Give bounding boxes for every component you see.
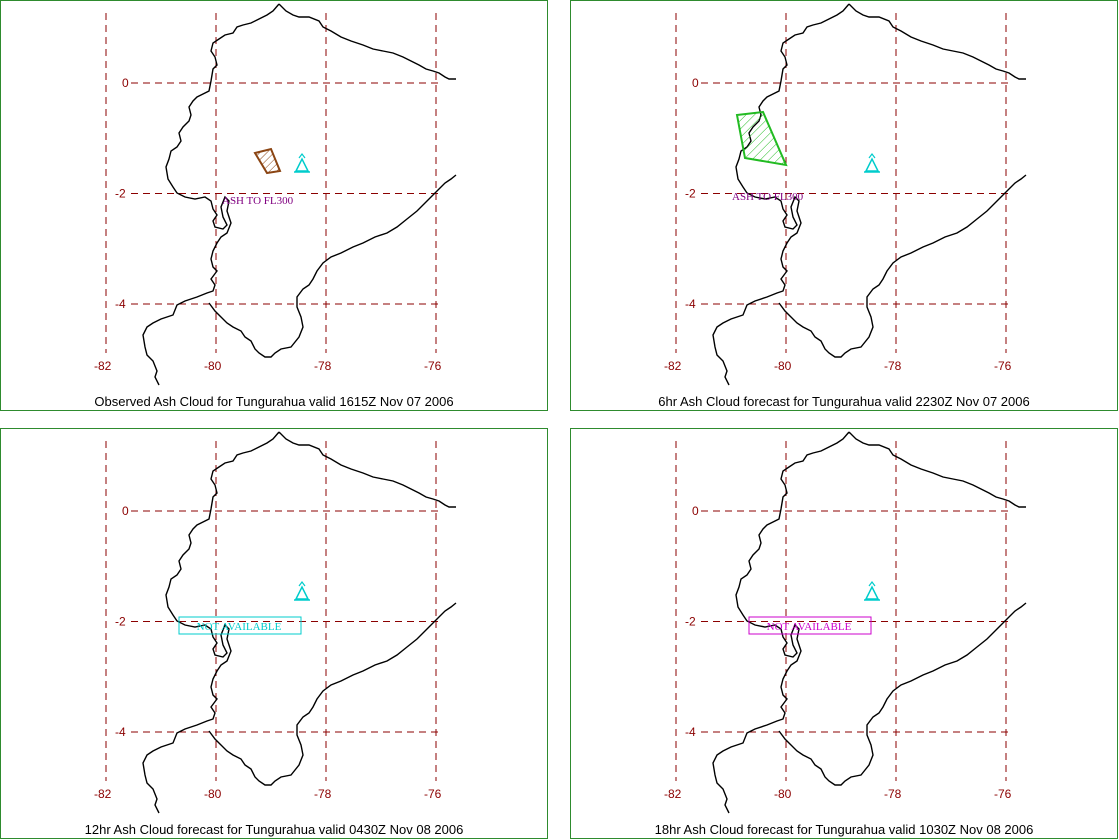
ash-cloud-shape xyxy=(253,147,282,175)
border-path xyxy=(778,174,1027,358)
axis-tick-labels: -82 -80 -78 -76 0 -2 -4 xyxy=(664,504,1012,801)
x-tick-label: -82 xyxy=(94,787,112,801)
not-available-label: NOT AVAILABLE xyxy=(178,616,302,635)
x-tick-label: -80 xyxy=(204,787,222,801)
svg-text:NOT AVAILABLE: NOT AVAILABLE xyxy=(197,621,282,633)
lat-lon-grid xyxy=(675,441,1011,781)
lat-lon-grid xyxy=(675,13,1011,353)
x-tick-label: -76 xyxy=(424,787,442,801)
axis-tick-labels: -82 -80 -78 -76 0 -2 -4 xyxy=(664,76,1012,373)
ash-cloud-shape xyxy=(735,110,788,167)
map-canvas: -82 -80 -78 -76 0 -2 -4 NOT AVAILABLE xyxy=(94,431,457,814)
border-path xyxy=(208,174,457,358)
y-tick-label: -2 xyxy=(115,615,126,629)
y-tick-label: -4 xyxy=(685,725,696,739)
x-tick-label: -82 xyxy=(664,359,682,373)
ash-annotation: ASH TO FL300 xyxy=(732,191,804,203)
x-tick-label: -78 xyxy=(884,359,902,373)
ash-cloud-polygon xyxy=(253,147,282,175)
axis-tick-labels: -82 -80 -78 -76 0 -2 -4 xyxy=(94,76,442,373)
lat-lon-grid xyxy=(105,13,441,353)
coastline-path xyxy=(142,431,456,814)
map-panel-observed: -82 -80 -78 -76 0 -2 -4 ASH TO FL300 Observed … xyxy=(0,0,548,411)
y-tick-label: -4 xyxy=(115,297,126,311)
x-tick-label: -78 xyxy=(314,359,332,373)
svg-text:ASH TO FL300: ASH TO FL300 xyxy=(222,195,294,207)
y-tick-label: 0 xyxy=(122,504,129,518)
x-tick-label: -82 xyxy=(94,359,112,373)
ash-cloud-polygon xyxy=(735,110,788,167)
map-canvas: -82 -80 -78 -76 0 -2 -4 ASH TO FL300 xyxy=(664,3,1027,386)
x-tick-label: -82 xyxy=(664,787,682,801)
panel-title: 6hr Ash Cloud forecast for Tungurahua va… xyxy=(658,394,1030,409)
x-tick-label: -80 xyxy=(774,787,792,801)
volcano-icon xyxy=(294,581,310,601)
axis-tick-labels: -82 -80 -78 -76 0 -2 -4 xyxy=(94,504,442,801)
x-tick-label: -78 xyxy=(884,787,902,801)
y-tick-label: 0 xyxy=(692,76,699,90)
map-panel-12hr: -82 -80 -78 -76 0 -2 -4 NOT AVAILABLE 12hr Ash… xyxy=(0,428,548,839)
y-tick-label: 0 xyxy=(122,76,129,90)
y-tick-label: -2 xyxy=(685,615,696,629)
coastline xyxy=(142,3,457,386)
svg-text:NOT AVAILABLE: NOT AVAILABLE xyxy=(767,621,852,633)
coastline-path xyxy=(712,431,1026,814)
x-tick-label: -80 xyxy=(204,359,222,373)
lat-lon-grid xyxy=(105,441,441,781)
x-tick-label: -78 xyxy=(314,787,332,801)
volcano-icon xyxy=(294,153,310,173)
panel-title: Observed Ash Cloud for Tungurahua valid … xyxy=(94,394,454,409)
y-tick-label: 0 xyxy=(692,504,699,518)
x-tick-label: -80 xyxy=(774,359,792,373)
volcano-icon xyxy=(864,581,880,601)
border-path xyxy=(208,602,457,786)
x-tick-label: -76 xyxy=(994,359,1012,373)
coastline xyxy=(712,3,1027,386)
coastline xyxy=(712,431,1027,814)
map-panel-6hr: -82 -80 -78 -76 0 -2 -4 ASH TO FL300 6hr Ash C… xyxy=(570,0,1118,411)
coastline xyxy=(142,431,457,814)
ash-annotation: ASH TO FL300 xyxy=(222,195,294,207)
not-available-label: NOT AVAILABLE xyxy=(748,616,872,635)
y-tick-label: -2 xyxy=(115,187,126,201)
coastline-path xyxy=(712,3,1026,386)
map-canvas: -82 -80 -78 -76 0 -2 -4 ASH TO FL300 xyxy=(94,3,457,386)
y-tick-label: -4 xyxy=(115,725,126,739)
border-path xyxy=(778,602,1027,786)
panel-title: 18hr Ash Cloud forecast for Tungurahua v… xyxy=(654,822,1034,837)
y-tick-label: -2 xyxy=(685,187,696,201)
svg-text:ASH TO FL300: ASH TO FL300 xyxy=(732,191,804,203)
map-canvas: -82 -80 -78 -76 0 -2 -4 NOT AVAILABLE xyxy=(664,431,1027,814)
volcano-icon xyxy=(864,153,880,173)
y-tick-label: -4 xyxy=(685,297,696,311)
panel-title: 12hr Ash Cloud forecast for Tungurahua v… xyxy=(84,822,464,837)
map-panel-18hr: -82 -80 -78 -76 0 -2 -4 NOT AVAILABLE 18hr Ash… xyxy=(570,428,1118,839)
x-tick-label: -76 xyxy=(424,359,442,373)
coastline-path xyxy=(142,3,456,386)
x-tick-label: -76 xyxy=(994,787,1012,801)
